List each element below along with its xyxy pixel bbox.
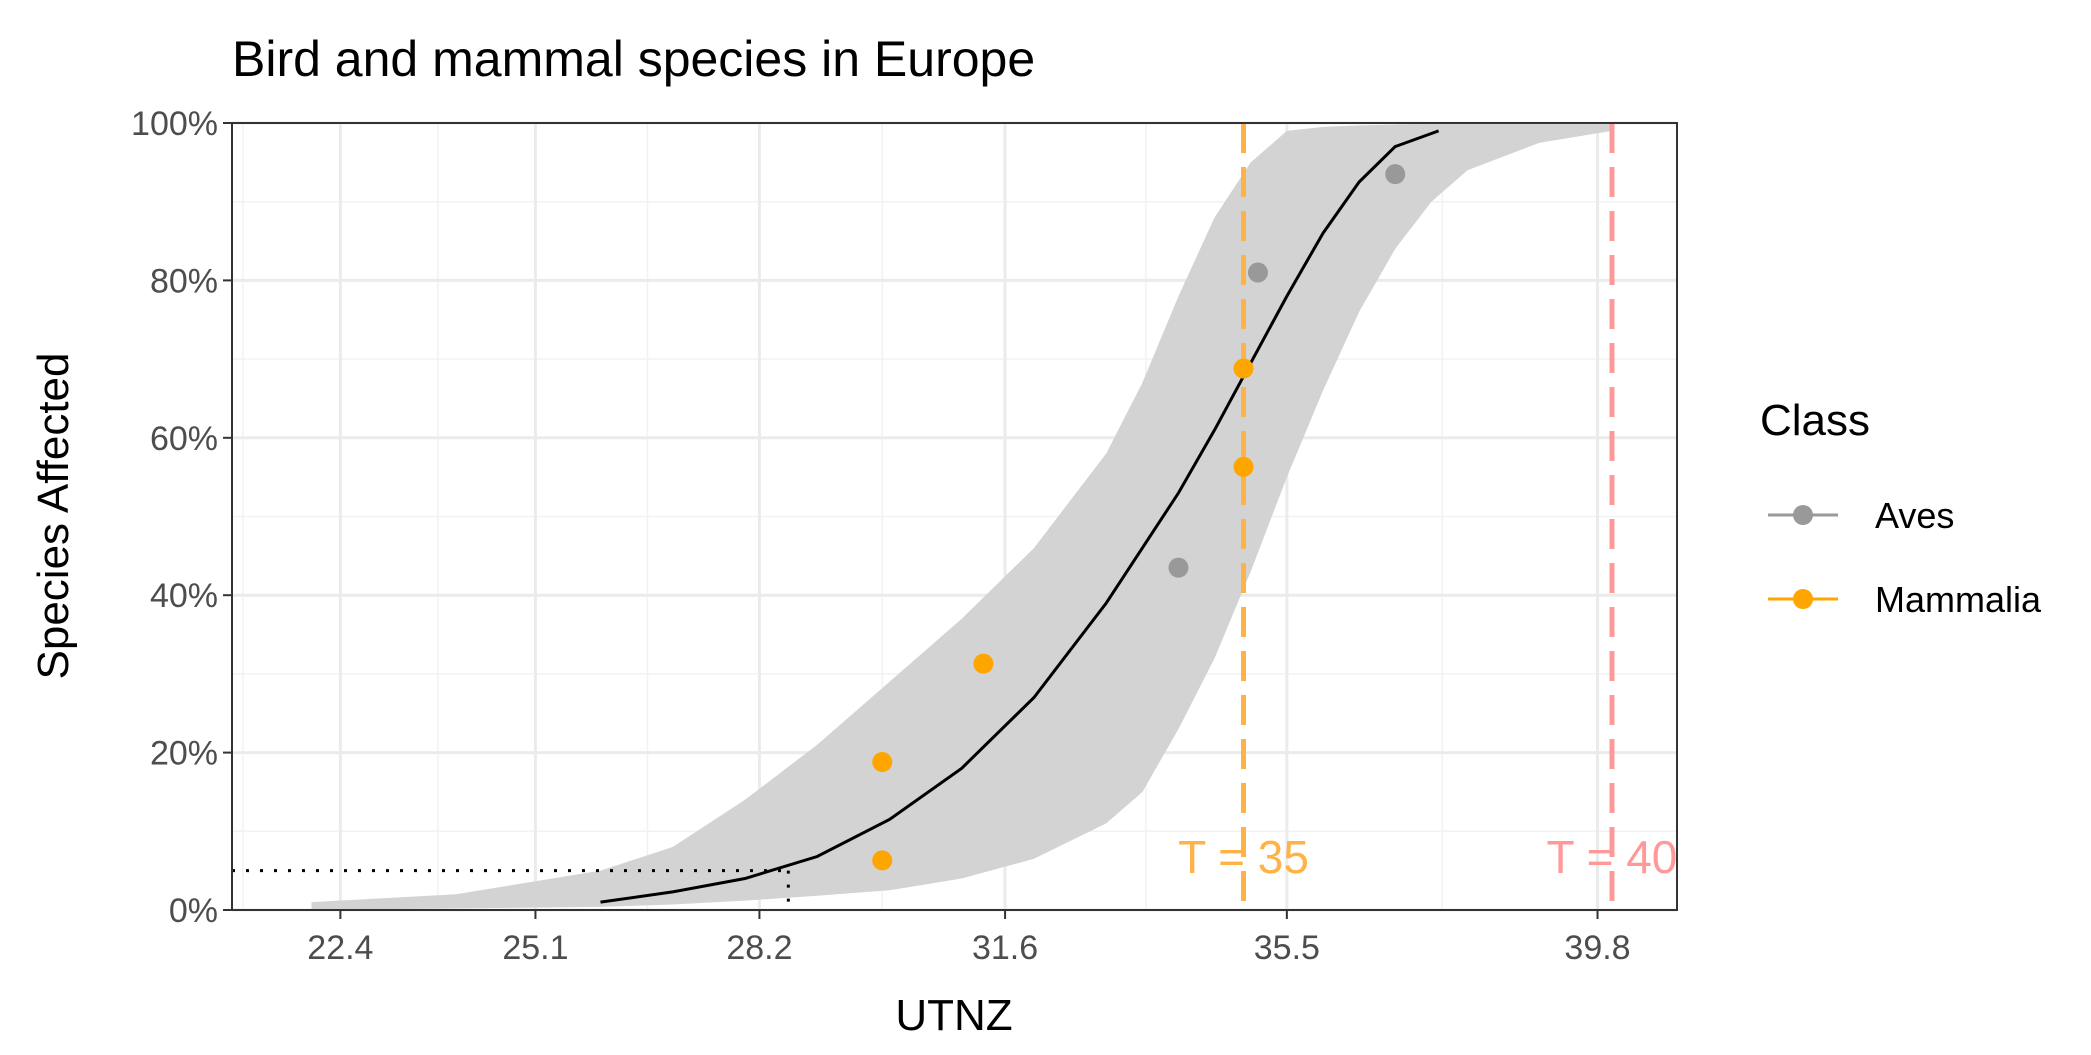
reference-lines [232,869,790,910]
threshold-label: T = 35 [1178,831,1309,883]
x-axis-label: UTNZ [895,991,1012,1040]
y-axis-label: Species Affected [29,353,78,680]
y-tick-label: 100% [131,105,218,143]
legend-title: Class [1760,396,1870,445]
data-points [872,164,1406,871]
y-axis-ticks: 0% 20% 40% 60% 80% 100% [131,105,232,930]
mammalia-point [1233,358,1254,379]
x-tick-label: 28.2 [726,929,792,967]
x-tick-label: 35.5 [1254,929,1320,967]
legend: Class Aves Mammalia [1760,396,2042,620]
chart-title: Bird and mammal species in Europe [232,31,1035,87]
y-tick-label: 40% [150,577,218,615]
threshold-labels: T = 35 T = 40 [1178,831,1677,883]
x-tick-label: 39.8 [1564,929,1630,967]
mammalia-point [1233,456,1254,477]
minor-grid [232,123,1677,910]
x-tick-label: 25.1 [502,929,568,967]
legend-key-point [1793,505,1813,525]
y-tick-label: 0% [169,892,218,930]
x-axis-ticks: 22.4 25.1 28.2 31.6 35.5 39.8 [307,910,1631,967]
aves-point [1385,164,1406,185]
plot-panel: T = 35 T = 40 [231,121,2091,912]
aves-point [1247,262,1268,283]
y-tick-label: 60% [150,420,218,458]
x-tick-label: 22.4 [307,929,373,967]
legend-entries: Aves Mammalia [1768,495,2042,620]
aves-point [1168,557,1189,578]
legend-label: Aves [1875,495,1954,536]
confidence-band [311,123,1612,910]
mammalia-point [872,752,893,773]
y-tick-label: 20% [150,735,218,773]
legend-key-point [1793,589,1813,609]
threshold-label: T = 40 [1547,831,1678,883]
mammalia-point [973,653,994,674]
legend-label: Mammalia [1875,579,2042,620]
y-tick-label: 80% [150,262,218,300]
fitted-curve [600,129,1440,904]
mammalia-point [872,850,893,871]
x-tick-label: 31.6 [972,929,1038,967]
panel-clip-mask [1678,123,2091,910]
